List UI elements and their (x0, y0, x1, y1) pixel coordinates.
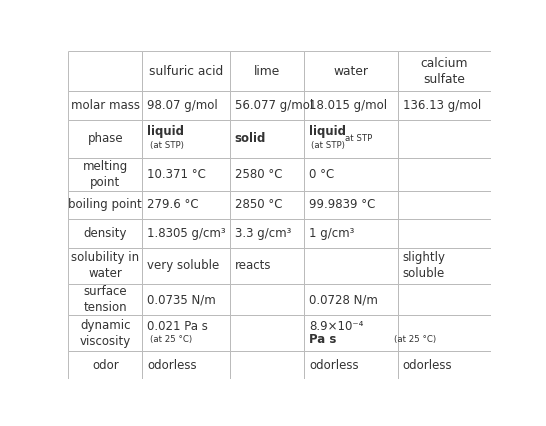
Text: slightly
soluble: slightly soluble (403, 251, 446, 280)
Text: 279.6 °C: 279.6 °C (147, 199, 199, 211)
Text: 0.0728 N/m: 0.0728 N/m (309, 293, 378, 306)
Text: 2850 °C: 2850 °C (235, 199, 282, 211)
Text: Pa s: Pa s (309, 333, 336, 346)
Text: dynamic
viscosity: dynamic viscosity (80, 319, 131, 348)
Text: 0.0735 N/m: 0.0735 N/m (147, 293, 216, 306)
Text: solid: solid (235, 132, 266, 145)
Text: molar mass: molar mass (71, 99, 140, 112)
Text: 2580 °C: 2580 °C (235, 168, 282, 181)
Text: (at 25 °C): (at 25 °C) (394, 335, 436, 344)
Text: phase: phase (87, 132, 123, 145)
Text: water: water (333, 65, 368, 78)
Text: odorless: odorless (309, 359, 359, 372)
Text: 56.077 g/mol: 56.077 g/mol (235, 99, 313, 112)
Text: surface
tension: surface tension (84, 285, 127, 314)
Text: 0 °C: 0 °C (309, 168, 334, 181)
Text: odor: odor (92, 359, 118, 372)
Text: lime: lime (253, 65, 280, 78)
Text: 3.3 g/cm³: 3.3 g/cm³ (235, 227, 291, 240)
Text: 18.015 g/mol: 18.015 g/mol (309, 99, 387, 112)
Text: (at STP): (at STP) (150, 141, 183, 150)
Text: 1 g/cm³: 1 g/cm³ (309, 227, 354, 240)
Text: melting
point: melting point (82, 160, 128, 189)
Text: 0.021 Pa s: 0.021 Pa s (147, 320, 209, 333)
Text: solubility in
water: solubility in water (72, 251, 139, 280)
Text: reacts: reacts (235, 259, 271, 272)
Text: density: density (84, 227, 127, 240)
Text: 1.8305 g/cm³: 1.8305 g/cm³ (147, 227, 226, 240)
Text: odorless: odorless (147, 359, 197, 372)
Text: (at 25 °C): (at 25 °C) (150, 335, 192, 344)
Text: liquid: liquid (309, 125, 346, 138)
Text: calcium
sulfate: calcium sulfate (421, 57, 468, 86)
Text: odorless: odorless (403, 359, 452, 372)
Text: 98.07 g/mol: 98.07 g/mol (147, 99, 218, 112)
Text: 8.9×10⁻⁴: 8.9×10⁻⁴ (309, 320, 363, 333)
Text: liquid: liquid (147, 125, 185, 138)
Text: sulfuric acid: sulfuric acid (149, 65, 223, 78)
Text: 99.9839 °C: 99.9839 °C (309, 199, 375, 211)
Text: at STP: at STP (345, 134, 372, 143)
Text: very soluble: very soluble (147, 259, 219, 272)
Text: boiling point: boiling point (68, 199, 142, 211)
Text: 136.13 g/mol: 136.13 g/mol (403, 99, 481, 112)
Text: 10.371 °C: 10.371 °C (147, 168, 206, 181)
Text: (at STP): (at STP) (311, 141, 345, 150)
